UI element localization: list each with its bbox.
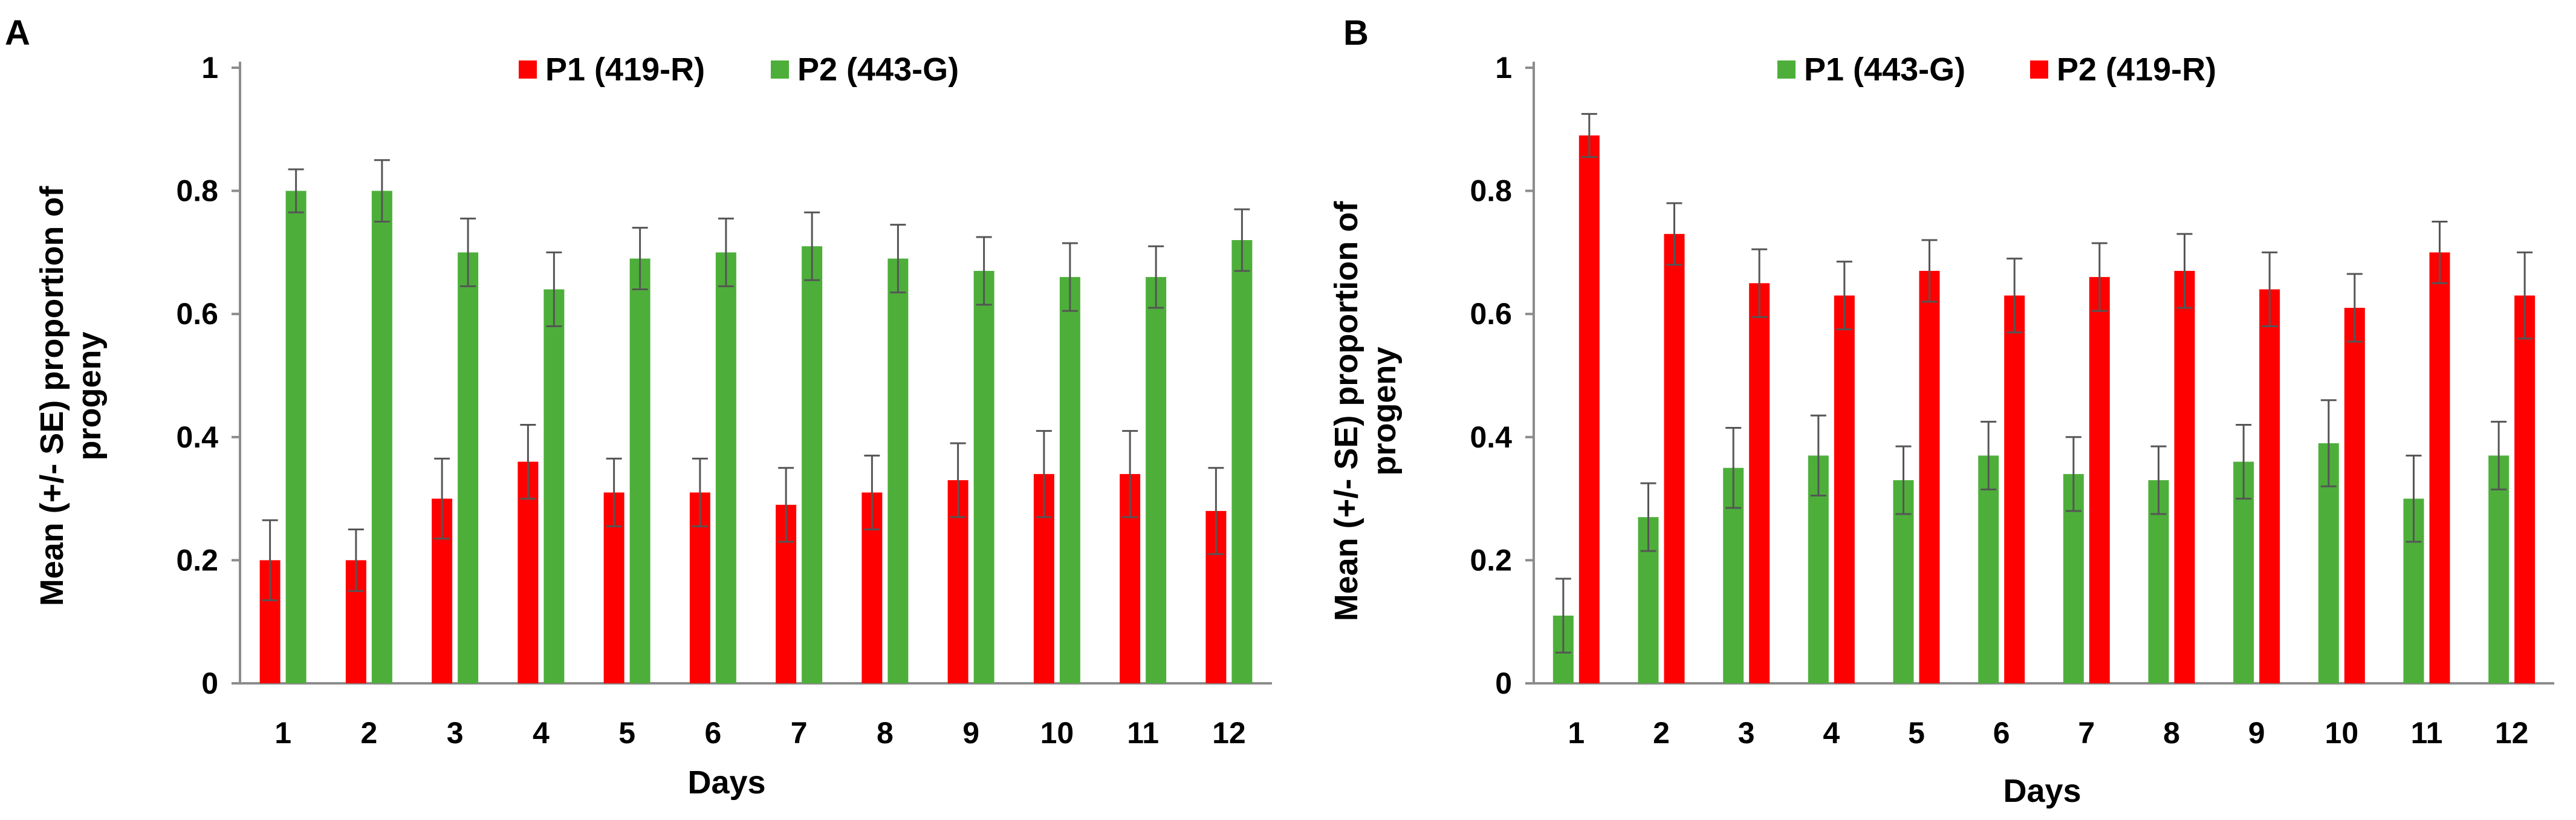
panel-a-bar-s2-day-7	[802, 246, 823, 684]
panel-b-x-tick-label: 8	[2163, 716, 2180, 750]
panel-b-x-tick-label: 10	[2325, 716, 2359, 750]
panel-b-x-tick-label: 6	[1993, 716, 2010, 750]
panel-a-xlabel: Days	[687, 764, 765, 801]
panel-b-legend-swatch-p1	[1777, 60, 1796, 79]
panel-a-x-tick-label: 6	[704, 716, 721, 750]
panel-a-x-tick-label: 12	[1212, 716, 1246, 750]
panel-b-bar-s2-day-8	[2174, 270, 2195, 683]
panel-a-y-tick-label: 0.2	[176, 543, 218, 577]
panel-b-bar-s2-day-3	[1749, 283, 1770, 683]
panel-a-x-tick-label: 5	[618, 716, 635, 750]
panel-a-bar-s2-day-10	[1059, 277, 1080, 683]
panel-a-y-tick-label: 0.8	[176, 174, 218, 208]
panel-a-bar-s2-day-1	[285, 190, 307, 684]
panel-a-legend: P1 (419-R) P2 (443-G)	[519, 51, 959, 88]
panel-b-x-tick-label: 9	[2248, 716, 2265, 750]
panel-a-bar-s2-day-4	[543, 289, 565, 684]
panel-a-bar-s2-day-2	[371, 190, 392, 684]
panel-a-y-tick-label: 0.4	[176, 420, 218, 454]
panel-a-legend-label-p2: P2 (443-G)	[797, 51, 959, 88]
panel-b-x-tick-label: 11	[2411, 716, 2443, 750]
panel-b-legend: P1 (443-G) P2 (419-R)	[1777, 51, 2216, 88]
panel-a-x-tick-label: 11	[1127, 716, 1159, 750]
panel-b-bar-s2-day-12	[2514, 295, 2535, 683]
panel-b-y-tick-label: 0	[1495, 666, 1512, 700]
panel-a-bar-s2-day-3	[458, 252, 479, 683]
panel-b-xlabel: Days	[2003, 773, 2081, 809]
panel-a-x-tick-label: 4	[533, 716, 550, 750]
panel-b-x-tick-label: 7	[2078, 716, 2095, 750]
panel-a-legend-swatch-p1	[519, 60, 537, 79]
panel-b-y-tick-label: 0.2	[1470, 543, 1512, 577]
panel-a-x-tick-label: 10	[1040, 716, 1074, 750]
panel-b-bar-s2-day-1	[1578, 135, 1600, 684]
panel-b-plot: 00.20.40.60.811 2 3 4 5 6 7 8 9 10 11 12	[1470, 51, 2554, 750]
panel-b-bar-s2-day-4	[1834, 295, 1855, 683]
panel-a-x-tick-label: 7	[791, 716, 808, 750]
panel-a-x-tick-label: 3	[447, 716, 464, 750]
panel-b-y-tick-label: 0.8	[1470, 174, 1512, 208]
panel-b-y-tick-label: 1	[1495, 51, 1512, 85]
panel-a-legend-swatch-p2	[771, 60, 789, 79]
panel-b-bar-s2-day-2	[1664, 233, 1685, 683]
panel-b-x-tick-label: 3	[1738, 716, 1755, 750]
panel-a-legend-label-p1: P1 (419-R)	[545, 51, 705, 88]
panel-b-bar-s1-day-12	[2488, 455, 2509, 683]
panel-b-ylabel-line2: progeny	[1366, 347, 1403, 475]
panel-b-label: B	[1343, 13, 1369, 53]
panel-b-bar-s2-day-6	[2004, 295, 2025, 683]
panel-b-x-tick-label: 12	[2495, 716, 2529, 750]
panel-b-ylabel-line1: Mean (+/- SE) proportion of	[1328, 201, 1364, 621]
panel-a-bar-s2-day-12	[1231, 240, 1253, 683]
panel-a-y-axis-title: Mean (+/- SE) proportion of progeny	[34, 186, 108, 606]
panel-b-x-tick-label: 4	[1823, 716, 1840, 750]
panel-b-bar-s2-day-11	[2429, 252, 2450, 683]
panel-a-bar-s2-day-11	[1146, 277, 1167, 683]
panel-b-y-tick-label: 0.4	[1470, 420, 1512, 454]
panel-a: A Mean (+/- SE) proportion of progeny Da…	[5, 13, 1272, 801]
panel-a-x-tick-label: 9	[962, 716, 979, 750]
panel-a-bar-s2-day-6	[715, 252, 736, 683]
panel-b-bar-s2-day-7	[2089, 277, 2110, 683]
panel-b-bar-s1-day-6	[1978, 455, 1999, 683]
panel-b-y-axis-title: Mean (+/- SE) proportion of progeny	[1328, 201, 1403, 621]
panel-b-bar-s2-day-5	[1919, 270, 1940, 683]
panel-b-legend-label-p1: P1 (443-G)	[1804, 51, 1965, 88]
panel-b-x-tick-label: 2	[1653, 716, 1670, 750]
panel-a-bar-s2-day-5	[629, 258, 650, 684]
panel-a-bar-s2-day-8	[887, 258, 909, 684]
panel-a-ylabel-line1: Mean (+/- SE) proportion of	[34, 186, 70, 606]
panel-a-x-tick-label: 8	[877, 716, 894, 750]
panel-b-legend-swatch-p2	[2030, 60, 2048, 79]
panel-b-legend-label-p2: P2 (419-R)	[2057, 51, 2216, 88]
panel-a-y-tick-label: 0.6	[176, 297, 218, 331]
panel-b-x-tick-label: 1	[1568, 716, 1585, 750]
panel-a-bar-s2-day-9	[973, 270, 994, 683]
panel-a-ylabel-line2: progeny	[71, 331, 108, 460]
panel-b: B Mean (+/- SE) proportion of progeny Da…	[1328, 13, 2554, 809]
panel-a-x-tick-label: 2	[360, 716, 377, 750]
panel-a-y-tick-label: 0	[201, 666, 218, 700]
panel-b-bar-s2-day-10	[2344, 308, 2365, 683]
panel-b-bar-s2-day-9	[2259, 289, 2280, 684]
panel-a-label: A	[5, 13, 30, 53]
panel-a-y-tick-label: 1	[201, 51, 218, 85]
panel-a-plot: 00.20.40.60.811 2 3 4 5 6 7 8 9 10 11 12	[176, 51, 1272, 750]
panel-b-y-tick-label: 0.6	[1470, 297, 1512, 331]
panel-a-x-tick-label: 1	[274, 716, 291, 750]
panel-b-x-tick-label: 5	[1908, 716, 1925, 750]
